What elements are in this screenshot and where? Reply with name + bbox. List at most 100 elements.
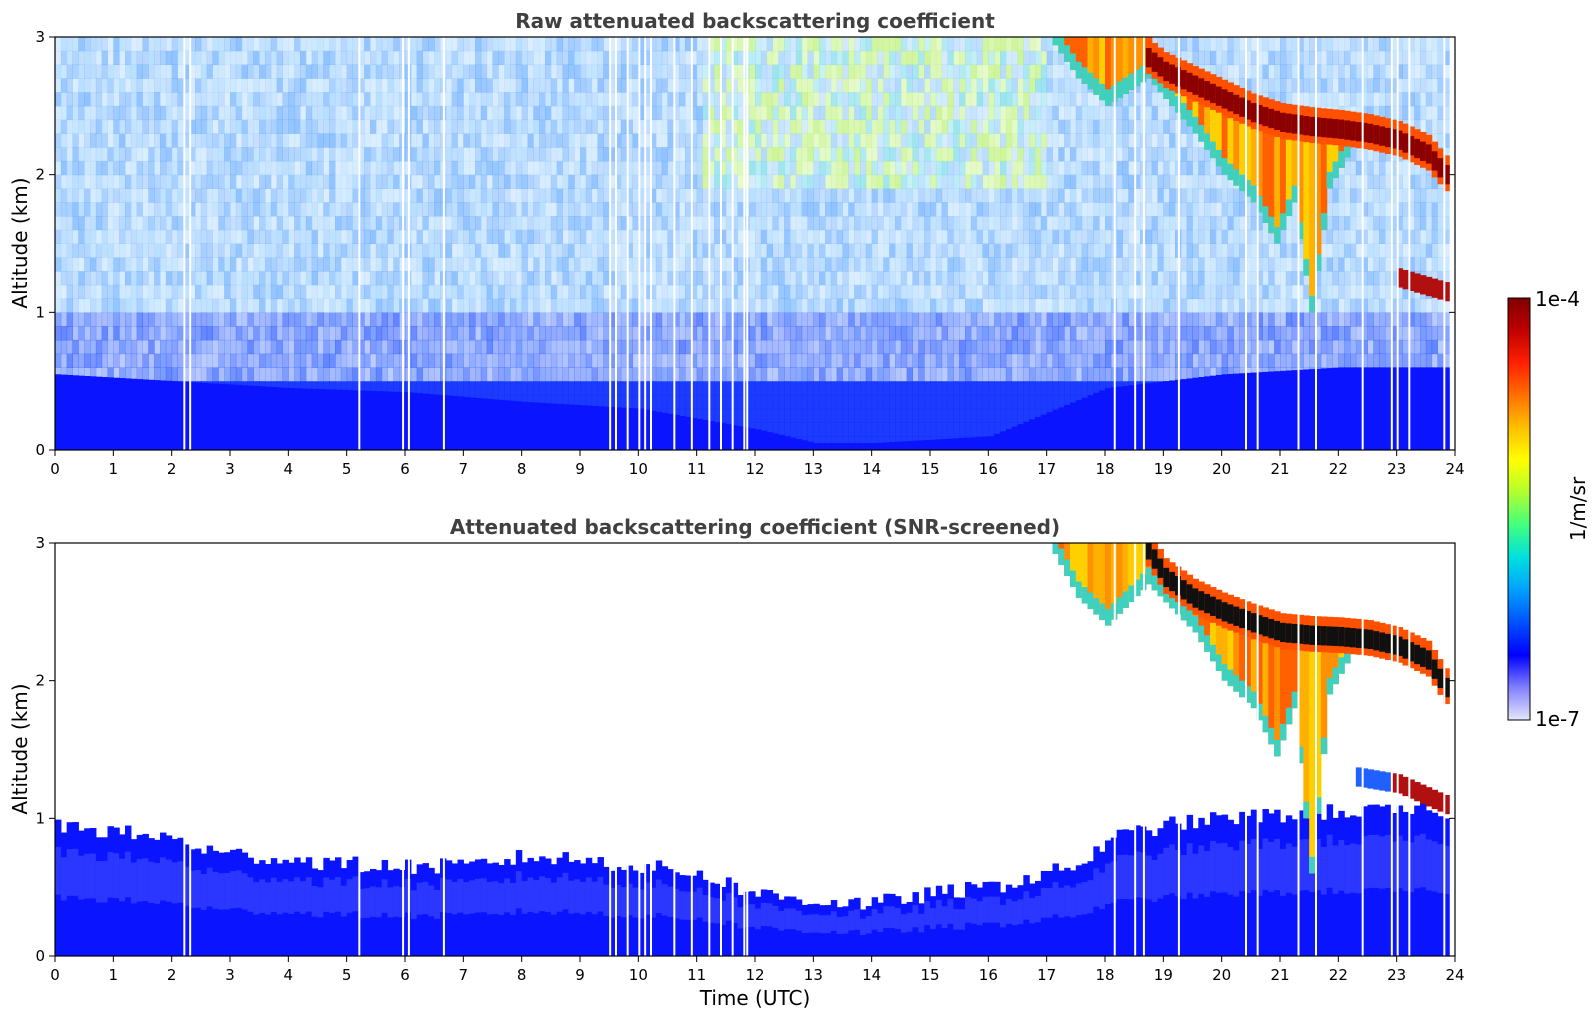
noise-cell [760, 326, 768, 341]
noise-cell [690, 367, 698, 382]
noise-cell [533, 284, 540, 300]
noise-cell [877, 147, 884, 162]
noise-cell [755, 326, 762, 341]
noise-cell [154, 78, 161, 93]
noise-cell [947, 92, 954, 107]
noise-cell [900, 229, 908, 244]
noise-cell [714, 243, 721, 258]
noise-cell [66, 243, 73, 258]
noise-cell [585, 353, 593, 368]
noise-cell [282, 105, 289, 121]
noise-cell [60, 284, 68, 300]
noise-cell [428, 188, 435, 203]
noise-cell [136, 339, 143, 355]
noise-cell [539, 119, 546, 134]
noise-cell [801, 188, 808, 203]
noise-cell [323, 202, 330, 217]
noise-cell [183, 312, 190, 327]
noise-cell [510, 133, 517, 148]
noise-cell [574, 78, 581, 93]
noise-cell [539, 284, 546, 300]
noise-cell [655, 133, 663, 148]
noise-cell [615, 312, 622, 327]
noise-cell [644, 298, 651, 313]
noise-cell [125, 50, 132, 66]
noise-cell [265, 257, 272, 272]
noise-cell [994, 243, 1001, 258]
noise-cell [533, 394, 540, 410]
noise-cell [113, 353, 120, 368]
noise-cell [696, 202, 703, 217]
noise-cell [200, 202, 208, 217]
noise-cell [55, 64, 62, 79]
noise-cell [276, 257, 283, 272]
noise-cell [976, 119, 983, 134]
noise-cell [463, 339, 470, 355]
noise-cell [941, 422, 948, 437]
noise-cell [959, 312, 966, 327]
noise-cell [381, 271, 388, 286]
noise-cell [615, 64, 622, 79]
noise-cell [772, 174, 779, 189]
noise-cell [1017, 381, 1024, 396]
noise-cell [906, 394, 913, 410]
noise-cell [1017, 37, 1024, 52]
noise-cell [370, 147, 377, 162]
noise-cell [515, 284, 523, 300]
noise-cell [848, 174, 855, 189]
noise-cell [813, 367, 820, 382]
noise-cell [550, 202, 558, 217]
noise-cell [72, 202, 79, 217]
noise-cell [871, 119, 878, 134]
noise-cell [988, 174, 995, 189]
noise-cell [690, 394, 698, 410]
noise-cell [819, 215, 826, 231]
noise-cell [708, 202, 715, 217]
noise-cell [708, 174, 715, 189]
noise-cell [568, 243, 575, 258]
noise-cell [679, 64, 686, 79]
noise-cell [830, 326, 838, 341]
noise-cell [720, 78, 727, 93]
noise-cell [171, 284, 178, 300]
noise-cell [469, 326, 476, 341]
noise-cell [906, 257, 913, 272]
noise-cell [568, 64, 575, 79]
noise-cell [912, 215, 919, 231]
noise-cell [72, 229, 79, 244]
noise-cell [1023, 339, 1030, 355]
noise-cell [515, 271, 523, 286]
noise-cell [708, 394, 715, 410]
noise-cell [533, 257, 540, 272]
noise-cell [632, 284, 639, 300]
noise-cell [585, 394, 593, 410]
noise-cell [218, 326, 225, 341]
noise-cell [539, 133, 546, 148]
noise-cell [766, 92, 773, 107]
noise-cell [784, 271, 791, 286]
noise-cell [860, 271, 867, 286]
noise-cell [165, 284, 173, 300]
noise-cell [148, 353, 155, 368]
noise-cell [941, 215, 948, 231]
noise-cell [259, 339, 266, 355]
noise-cell [982, 64, 989, 79]
noise-cell [113, 215, 120, 231]
noise-cell [982, 312, 989, 327]
noise-cell [772, 160, 779, 176]
noise-cell [206, 367, 213, 382]
noise-cell [644, 188, 651, 203]
noise-cell [480, 160, 488, 176]
noise-cell [865, 257, 873, 272]
noise-cell [533, 50, 540, 66]
noise-cell [66, 284, 73, 300]
noise-cell [871, 326, 878, 341]
noise-cell [778, 229, 785, 244]
noise-cell [766, 394, 773, 410]
noise-cell [189, 160, 196, 176]
noise-cell [288, 353, 295, 368]
noise-cell [947, 119, 954, 134]
noise-cell [574, 37, 581, 52]
noise-cell [550, 50, 558, 66]
noise-cell [241, 188, 248, 203]
